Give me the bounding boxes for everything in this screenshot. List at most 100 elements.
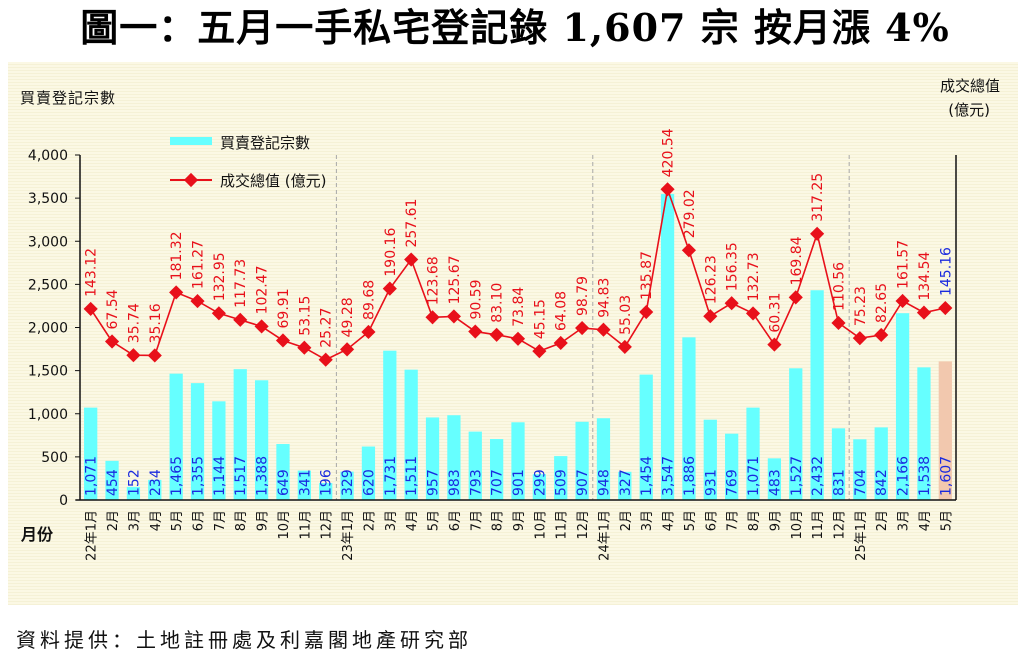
x-tick-label: 2月: [619, 510, 634, 531]
x-tick-label: 4月: [918, 510, 933, 531]
x-tick-label: 3月: [897, 510, 912, 531]
y-tick-label: 2,500: [28, 277, 68, 293]
line-marker: [916, 305, 932, 320]
x-tick-label: 3月: [127, 510, 142, 531]
x-tick-label: 8月: [491, 510, 506, 531]
line-marker: [510, 331, 526, 346]
bar-value-label: 620: [361, 469, 377, 496]
bar-value-label: 1,071: [84, 456, 100, 496]
x-tick-label: 5月: [170, 510, 185, 531]
bar-value-label: 329: [340, 469, 356, 496]
bar: [425, 417, 440, 500]
bar: [746, 407, 760, 500]
bar: [84, 407, 98, 500]
x-axis-title: 月份: [20, 525, 54, 544]
bar: [554, 456, 568, 500]
x-tick-label: 22年1月: [85, 510, 100, 561]
x-tick-label: 11月: [811, 510, 826, 540]
x-tick-label: 4月: [405, 510, 420, 531]
x-tick-label: 23年1月: [341, 510, 356, 561]
x-tick-label: 12月: [320, 510, 335, 540]
bar: [810, 290, 824, 500]
line-value-label: 190.16: [383, 228, 399, 277]
line-value-label: 161.57: [896, 240, 912, 289]
bar: [361, 446, 376, 500]
line-value-label: 161.27: [191, 240, 207, 289]
bar: [767, 458, 782, 500]
bar-value-label: 707: [490, 469, 506, 496]
bar-value-label: 1,538: [917, 456, 933, 496]
line-value-label: 82.65: [874, 283, 890, 323]
line-value-label: 134.54: [917, 252, 933, 301]
bar-value-label: 831: [831, 469, 847, 496]
legend-bar-swatch: [170, 137, 212, 145]
x-tick-label: 7月: [213, 510, 228, 531]
x-tick-label: 12月: [832, 510, 847, 540]
line-value-label: 90.59: [468, 279, 484, 319]
bar: [319, 483, 333, 500]
bar: [212, 401, 226, 500]
source-note: 資料提供：土地註冊處及利嘉閣地產研究部: [16, 628, 472, 652]
bar: [660, 194, 675, 501]
bar-value-label: 1,454: [639, 456, 655, 496]
x-tick-label: 10月: [533, 510, 548, 540]
bar: [703, 419, 717, 500]
bar-value-label: 769: [725, 469, 741, 496]
line-value-label: 45.15: [532, 299, 548, 339]
x-tick-label: 11月: [298, 510, 313, 540]
bar-value-label: 2,432: [810, 456, 826, 496]
bar-series: [84, 194, 952, 501]
x-tick-label: 2月: [875, 510, 890, 531]
line-value-label: 67.54: [105, 289, 121, 329]
bar: [276, 444, 290, 500]
line-marker: [211, 306, 226, 321]
line-value-label: 98.79: [575, 276, 591, 316]
bar-value-label: 1,527: [789, 456, 805, 496]
x-tick-label: 8月: [234, 510, 249, 531]
x-tick-label: 3月: [384, 510, 399, 531]
bar-value-label: 704: [853, 469, 869, 496]
line-marker: [703, 309, 718, 324]
x-tick-label: 7月: [726, 510, 741, 531]
line-value-label: 143.12: [84, 248, 100, 297]
x-tick-label: 6月: [448, 510, 463, 531]
y2-axis-title-line2: (億元): [948, 101, 990, 119]
bar-value-label: 907: [575, 469, 591, 496]
x-tick-label: 7月: [469, 510, 484, 531]
x-tick-label: 10月: [790, 510, 805, 540]
x-tick-label: 2月: [362, 510, 377, 531]
x-tick-label: 11月: [555, 510, 570, 540]
bar: [917, 367, 931, 500]
bar-value-label: 2,166: [896, 456, 912, 496]
bar: [639, 374, 653, 500]
line-marker: [489, 327, 504, 342]
bar: [233, 369, 247, 500]
y-tick-label: 3,500: [28, 191, 68, 207]
line-marker: [382, 281, 397, 296]
bar-value-label: 983: [447, 469, 463, 496]
bar-value-label: 1,144: [212, 456, 228, 496]
bar-value-label: 1,388: [255, 456, 271, 496]
chart-title: 圖一：五月一手私宅登記錄 1,607 宗 按月漲 4%: [80, 5, 950, 50]
bar: [682, 337, 696, 500]
line-marker: [810, 226, 825, 241]
bar: [874, 427, 888, 500]
bar-value-label: 842: [874, 469, 890, 496]
bar-value-label: 3,547: [661, 456, 677, 496]
line-marker: [617, 339, 632, 354]
bar-value-label: 1,731: [383, 456, 399, 496]
y-tick-label: 500: [41, 450, 68, 466]
line-marker: [318, 352, 333, 367]
line-marker: [788, 290, 803, 305]
line-value-label: 35.74: [126, 303, 142, 343]
line-value-label: 169.84: [789, 236, 805, 285]
bar: [853, 439, 867, 500]
line-value-label: 102.47: [255, 265, 271, 314]
x-tick-label: 10月: [277, 510, 292, 540]
line-value-label: 35.16: [148, 303, 164, 343]
x-tick-labels: 22年1月 2月 3月 4月 5月 6月 7月 8月 9月 10月 11月 12月 23年1月 2月 3月 4…: [85, 510, 955, 561]
line-marker: [425, 310, 440, 325]
bar-value-label: 1,355: [191, 456, 207, 496]
line-value-label: 55.03: [618, 295, 634, 335]
